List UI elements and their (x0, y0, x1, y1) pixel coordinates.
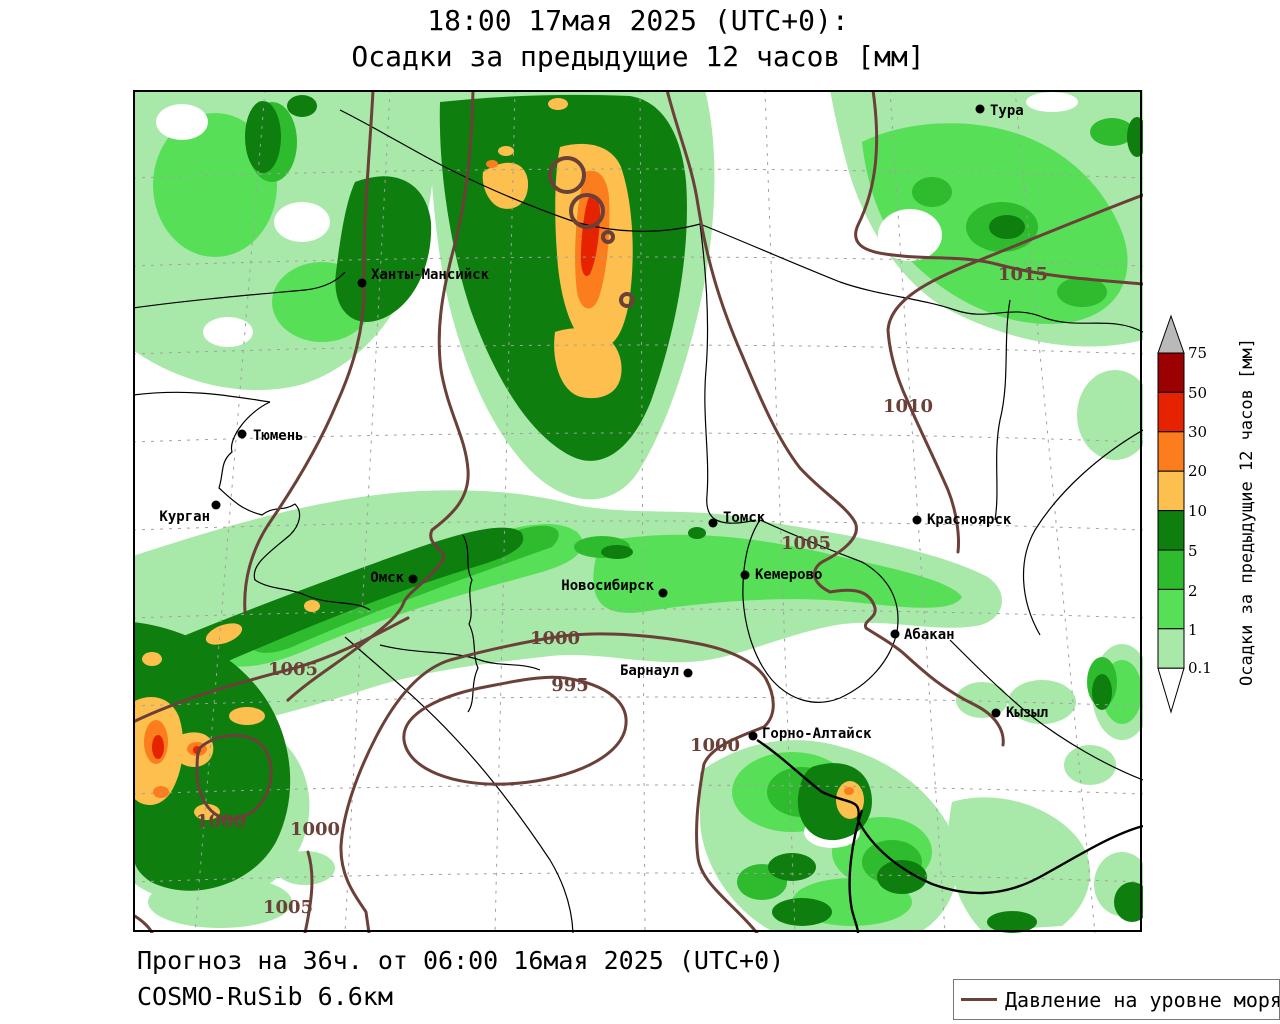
pressure-legend-box: Давление на уровне моря (953, 979, 1280, 1020)
city-dot (748, 731, 758, 741)
isobars (133, 90, 1143, 933)
precip-level-30 (152, 196, 601, 759)
city-gorno-altaysk: Горно-Алтайск (748, 726, 872, 742)
colorbar-tick: 75 (1188, 344, 1207, 362)
isobar-label: 1000 (690, 735, 740, 756)
colorbar-tick: 30 (1188, 423, 1207, 441)
city-dot (740, 570, 750, 580)
isobar-label: 1005 (781, 533, 831, 554)
city-dot (408, 574, 418, 584)
map-title-datetime: 18:00 17мая 2025 (UTC+0): (427, 4, 849, 37)
model-name: COSMO-RuSib 6.6км (137, 982, 393, 1011)
city-label: Омск (370, 570, 404, 586)
isobar-label: 1005 (268, 659, 318, 680)
city-label: Новосибирск (561, 578, 654, 594)
city-dot (708, 518, 718, 528)
city-omsk: Омск (370, 570, 418, 586)
latlon-grid (133, 90, 1143, 933)
city-kurgan: Курган (159, 500, 221, 525)
city-label: Ханты-Мансийск (371, 267, 490, 283)
city-label: Томск (723, 510, 766, 526)
colorbar-block (1157, 431, 1185, 472)
city-kemerovo: Кемерово (740, 567, 822, 583)
colorbar-block (1157, 391, 1185, 433)
city-dot (975, 104, 985, 114)
colorbar-tick: 0.1 (1188, 659, 1212, 677)
city-dot (890, 629, 900, 639)
forecast-info: Прогноз на 36ч. от 06:00 16мая 2025 (UTC… (137, 946, 785, 975)
colorbar-tick: 50 (1188, 384, 1207, 402)
colorbar-block (1157, 352, 1185, 393)
precipitation-map[interactable]: 1015 1010 1005 1000 995 1000 1005 1000 1… (133, 90, 1143, 933)
map-frame (133, 90, 1142, 932)
city-label: Тюмень (253, 428, 304, 444)
city-label: Кызыл (1006, 705, 1048, 721)
city-label: Кемерово (755, 567, 822, 583)
colorbar-arrow-bottom (1157, 667, 1185, 714)
city-label: Тура (990, 103, 1024, 119)
isobar-label: 1010 (883, 396, 933, 417)
pressure-legend-label: Давление на уровне моря (1005, 987, 1280, 1012)
colorbar-tick: 5 (1188, 542, 1198, 560)
colorbar-block (1157, 470, 1185, 512)
city-dot (658, 588, 668, 598)
city-dot (237, 429, 247, 439)
city-tyumen: Тюмень (237, 428, 304, 444)
city-barnaul: Барнаул (620, 663, 693, 679)
cities: Тура Ханты-Мансийск Тюмень Курган Омск Н… (159, 103, 1048, 742)
precip-level-10 (133, 98, 864, 820)
city-tura: Тура (975, 103, 1024, 119)
isobar-label: 1000 (530, 628, 580, 649)
city-dot (991, 708, 1001, 718)
city-dot (912, 515, 922, 525)
colorbar-tick: 2 (1188, 582, 1198, 600)
city-khanty-mansiysk: Ханты-Мансийск (357, 267, 490, 288)
city-label: Курган (159, 509, 210, 525)
colorbar-block (1157, 510, 1185, 551)
isobar-label: 995 (551, 675, 589, 696)
colorbar-block (1157, 628, 1185, 669)
colorbar-tick: 1 (1188, 621, 1198, 639)
city-label: Горно-Алтайск (762, 726, 872, 742)
isobar-label: 1000 (290, 819, 340, 840)
colorbar-tick: 20 (1188, 462, 1207, 480)
colorbar-arrow-top (1157, 314, 1185, 354)
colorbar-block (1157, 549, 1185, 590)
isobar-label: 1000 (196, 811, 246, 832)
city-label: Барнаул (620, 663, 679, 679)
colorbar-tick: 10 (1188, 502, 1207, 520)
isobar-label: 1005 (263, 897, 313, 918)
colorbar-title: Осадки за предыдущие 12 часов [мм] (1237, 338, 1257, 686)
city-label: Красноярск (927, 512, 1012, 528)
map-title-variable: Осадки за предыдущие 12 часов [мм] (351, 40, 925, 73)
city-dot (211, 500, 221, 510)
colorbar-block (1157, 588, 1185, 630)
precipitation-colorbar: 75 50 30 20 10 5 2 1 0.1 Осадки за преды… (1157, 314, 1257, 714)
city-novosibirsk: Новосибирск (561, 578, 668, 598)
city-dot (683, 668, 693, 678)
city-dot (357, 278, 367, 288)
city-label: Абакан (904, 627, 955, 643)
isobar-labels: 1015 1010 1005 1000 995 1000 1005 1000 1… (196, 264, 1048, 918)
city-kyzyl: Кызыл (991, 705, 1048, 721)
isobar-label: 1015 (998, 264, 1048, 285)
admin-borders (133, 109, 1143, 933)
pressure-line-swatch (961, 998, 997, 1001)
city-abakan: Абакан (890, 627, 955, 643)
city-tomsk: Томск (708, 510, 766, 528)
city-krasnoyarsk: Красноярск (912, 512, 1012, 528)
